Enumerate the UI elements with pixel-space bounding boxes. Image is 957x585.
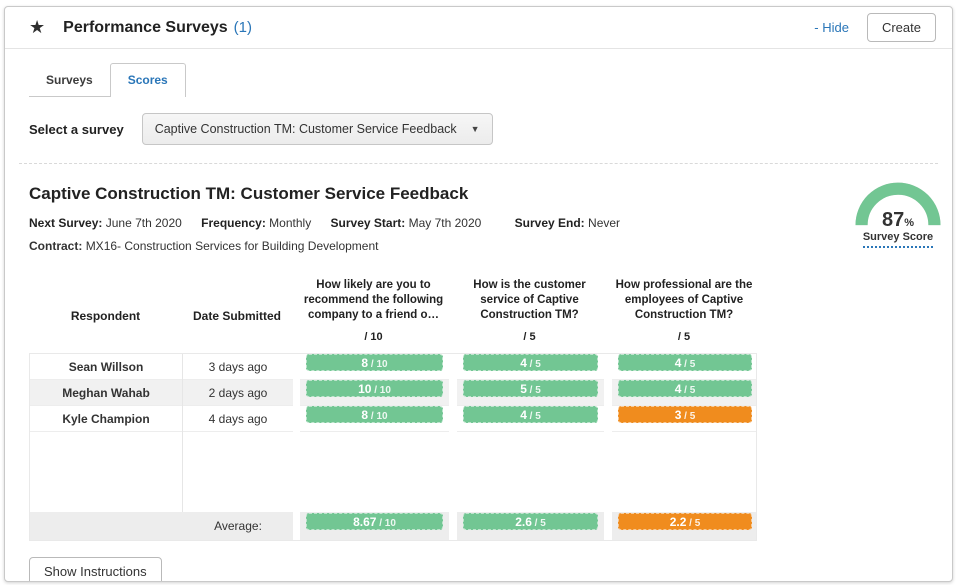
average-label: Average: <box>214 518 262 533</box>
table-header-row: Respondent Date Submitted How likely are… <box>29 278 757 323</box>
score-badge: 8.67 / 10 <box>306 512 443 530</box>
score-cell: 3 / 5 <box>612 405 758 432</box>
score-badge: 4 / 5 <box>463 353 598 371</box>
survey-count-link[interactable]: (1) <box>233 19 253 36</box>
meta-survey-start: Survey Start: May 7th 2020 <box>330 216 482 230</box>
survey-score-gauge: 87% Survey Score <box>852 180 944 262</box>
col-max-question-1: / 10 <box>364 330 383 343</box>
header-bar: ★ Performance Surveys (1) - Hide Create <box>5 7 952 49</box>
score-badge: 4 / 5 <box>618 353 752 371</box>
survey-header-section: Captive Construction TM: Customer Servic… <box>5 164 952 262</box>
col-max-question-3: / 5 <box>677 330 691 343</box>
meta-next-survey: Next Survey: June 7th 2020 <box>29 216 182 230</box>
score-cell: 2.2 / 5 <box>612 512 758 539</box>
chevron-down-icon: ▼ <box>470 124 480 134</box>
table-empty-space <box>30 431 756 512</box>
survey-select-value: Captive Construction TM: Customer Servic… <box>154 122 457 136</box>
table-row: Meghan Wahab 2 days ago 10 / 10 5 / 5 4 / 5 <box>30 379 758 406</box>
meta-survey-end: Survey End: Never <box>514 216 621 230</box>
favorite-star-icon[interactable]: ★ <box>29 17 46 37</box>
survey-select-label: Select a survey <box>29 121 124 137</box>
hide-link[interactable]: - Hide <box>814 20 849 35</box>
score-badge: 8 / 10 <box>306 405 443 423</box>
score-badge: 2.6 / 5 <box>463 512 598 530</box>
table-subheader-row: / 10 / 5 / 5 <box>29 323 757 353</box>
show-instructions-button[interactable]: Show Instructions <box>29 556 162 581</box>
table-row: Sean Willson 3 days ago 8 / 10 4 / 5 4 / 5 <box>30 353 758 380</box>
meta-frequency: Frequency: Monthly <box>201 216 312 230</box>
score-badge: 3 / 5 <box>618 405 752 423</box>
score-cell: 8 / 10 <box>300 353 449 380</box>
score-badge: 10 / 10 <box>306 379 443 397</box>
score-cell: 4 / 5 <box>612 353 758 380</box>
score-cell: 10 / 10 <box>300 379 449 406</box>
score-badge: 8 / 10 <box>306 353 443 371</box>
survey-info: Captive Construction TM: Customer Servic… <box>29 184 636 262</box>
score-cell: 5 / 5 <box>457 379 604 406</box>
date-submitted-cell: 2 days ago <box>208 385 268 400</box>
survey-contract-line: Contract: MX16- Construction Services fo… <box>29 239 379 253</box>
col-header-date-submitted: Date Submitted <box>192 308 281 323</box>
survey-score-label[interactable]: Survey Score <box>862 231 934 248</box>
col-header-respondent: Respondent <box>70 308 141 323</box>
score-cell: 2.6 / 5 <box>457 512 604 539</box>
table-row: Kyle Champion 4 days ago 8 / 10 4 / 5 3 / 5 <box>30 405 758 432</box>
score-cell: 4 / 5 <box>457 353 604 380</box>
tab-scores[interactable]: Scores <box>109 63 186 97</box>
survey-select-dropdown[interactable]: Captive Construction TM: Customer Servic… <box>141 113 493 145</box>
score-cell: 8.67 / 10 <box>300 512 449 539</box>
score-cell: 4 / 5 <box>612 379 758 406</box>
survey-title: Captive Construction TM: Customer Servic… <box>29 184 469 203</box>
score-badge: 5 / 5 <box>463 379 598 397</box>
page-title: Performance Surveys <box>63 18 228 36</box>
survey-meta-line: Next Survey: June 7th 2020 Frequency: Mo… <box>29 216 636 230</box>
col-max-question-2: / 5 <box>523 330 536 343</box>
respondent-cell: Meghan Wahab <box>30 379 183 406</box>
survey-select-row: Select a survey Captive Construction TM:… <box>29 113 928 145</box>
score-badge: 2.2 / 5 <box>618 512 752 530</box>
gauge-percent: 87% <box>881 209 915 231</box>
score-cell: 8 / 10 <box>300 405 449 432</box>
performance-surveys-panel: ★ Performance Surveys (1) - Hide Create … <box>4 6 953 582</box>
col-header-question-3: How professional are the employees of Ca… <box>615 279 753 321</box>
score-cell: 4 / 5 <box>457 405 604 432</box>
date-submitted-cell: 4 days ago <box>208 411 268 426</box>
date-submitted-cell: 3 days ago <box>208 359 268 374</box>
score-badge: 4 / 5 <box>618 379 752 397</box>
average-row: Average: 8.67 / 10 2.6 / 5 2.2 / 5 <box>30 511 758 540</box>
col-header-question-1: How likely are you to recommend the foll… <box>303 279 444 321</box>
scores-table: Respondent Date Submitted How likely are… <box>29 278 757 541</box>
tab-surveys[interactable]: Surveys <box>29 65 110 97</box>
tab-bar: Surveys Scores <box>29 63 952 97</box>
respondent-cell: Kyle Champion <box>30 405 183 432</box>
gauge-arc <box>855 182 941 226</box>
dashed-separator <box>19 163 938 164</box>
score-badge: 4 / 5 <box>463 405 598 423</box>
respondent-cell: Sean Willson <box>30 353 183 380</box>
col-header-question-2: How is the customer service of Captive C… <box>473 279 586 321</box>
create-button[interactable]: Create <box>866 13 936 42</box>
